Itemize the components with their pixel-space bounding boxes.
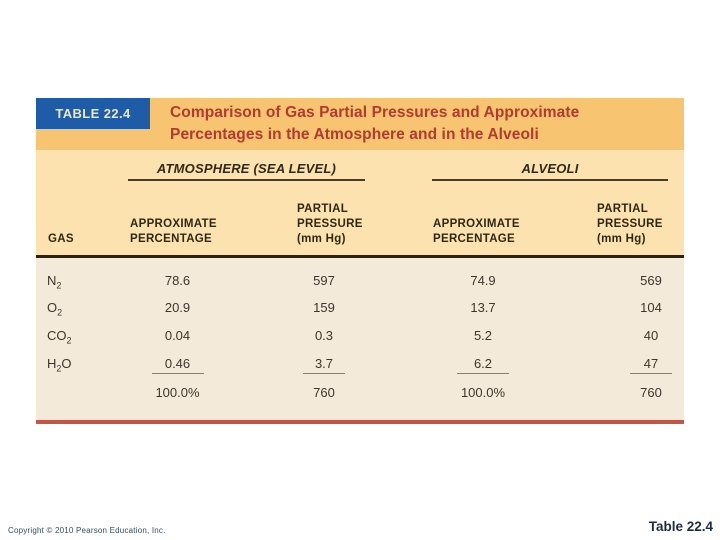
- alv-pressure-total: 760: [640, 385, 662, 400]
- atm-approximate-label: APPROXIMATE: [130, 218, 217, 230]
- atm-pressure-value: 0.3: [314, 328, 334, 343]
- table-header-band: ATMOSPHERE (SEA LEVEL) ALVEOLI GAS APPRO…: [36, 150, 684, 258]
- table-bottom-rule: [36, 420, 684, 424]
- alv-approximate-label: APPROXIMATE: [433, 218, 520, 230]
- atm-percentage-value: 0.46: [120, 355, 235, 374]
- alv-pressure-value: 40: [643, 328, 659, 343]
- alv-percentage-label: PERCENTAGE: [433, 233, 516, 245]
- table-row-o2: O2 20.9 159 13.7 104: [36, 299, 684, 318]
- atm-pressure-value: 3.7: [274, 355, 374, 374]
- gas-symbol: CO: [47, 328, 67, 343]
- gas-subscript: 2: [66, 335, 72, 346]
- alv-percentage-value: 13.7: [470, 300, 496, 315]
- column-header-alv-pressure: PARTIAL PRESSURE (mm Hg): [597, 202, 663, 247]
- gas-symbol: O: [47, 300, 58, 315]
- alv-percentage-total: 100.0%: [460, 385, 506, 400]
- table-row-co2: CO2 0.04 0.3 5.2 40: [36, 327, 684, 346]
- table-number-label: TABLE 22.4: [55, 106, 131, 121]
- alv-percentage-value: 74.9: [470, 273, 496, 288]
- table-row-h2o: H2O 0.46 3.7 6.2 47: [36, 355, 684, 374]
- table-title-line2: Percentages in the Atmosphere and in the…: [170, 126, 539, 143]
- alv-pressure-value: 569: [640, 273, 662, 288]
- atm-percentage-total: 100.0%: [155, 385, 200, 400]
- alv-percentage-value: 5.2: [473, 328, 493, 343]
- column-header-gas-label: GAS: [48, 233, 74, 245]
- gas-symbol-post: O: [61, 356, 72, 371]
- table-title-line1: Comparison of Gas Partial Pressures and …: [170, 104, 580, 121]
- copyright-notice: Copyright © 2010 Pearson Education, Inc.: [8, 526, 166, 535]
- alv-partial-label: PARTIAL: [597, 203, 649, 215]
- sum-underline: 0.46: [151, 355, 204, 374]
- column-header-alv-percentage: APPROXIMATE PERCENTAGE: [433, 217, 520, 247]
- sum-underline: 6.2: [457, 355, 509, 374]
- alv-pressure-value: 104: [640, 300, 662, 315]
- atm-percentage-value: 78.6: [164, 273, 191, 288]
- column-header-atm-pressure: PARTIAL PRESSURE (mm Hg): [297, 202, 363, 247]
- alv-pressure-value: 47: [601, 355, 701, 374]
- alv-percentage-value: 6.2: [426, 355, 540, 374]
- atm-pressure-value: 597: [313, 273, 335, 288]
- gas-formula-h2o: H2O: [47, 355, 117, 374]
- group-underline-alveoli: [432, 179, 668, 181]
- atm-pressure-total: 760: [313, 385, 335, 400]
- table-body: N2 78.6 597 74.9 569 O2 20.9 159 13.7 10…: [36, 258, 684, 420]
- atm-percentage-label: PERCENTAGE: [130, 233, 213, 245]
- table-number-badge: TABLE 22.4: [36, 98, 150, 129]
- alv-mmhg-label: (mm Hg): [597, 233, 646, 245]
- sum-underline: 47: [630, 355, 672, 374]
- atm-partial-label: PARTIAL: [297, 203, 349, 215]
- sum-underline: 3.7: [303, 355, 345, 374]
- atm-pressure-label: PRESSURE: [297, 218, 363, 230]
- table-panel: TABLE 22.4 Comparison of Gas Partial Pre…: [36, 98, 684, 424]
- atm-percentage-value: 0.04: [164, 328, 191, 343]
- gas-subscript: 2: [57, 307, 63, 318]
- gas-subscript: 2: [56, 363, 62, 374]
- gas-formula-n2: N2: [47, 272, 117, 291]
- alv-pressure-label: PRESSURE: [597, 218, 663, 230]
- gas-subscript: 2: [56, 280, 62, 291]
- column-header-gas: GAS: [48, 232, 74, 247]
- group-header-atmosphere: ATMOSPHERE (SEA LEVEL): [156, 161, 337, 176]
- gas-symbol: N: [47, 273, 57, 288]
- group-header-alveoli: ALVEOLI: [521, 161, 579, 176]
- table-row-n2: N2 78.6 597 74.9 569: [36, 272, 684, 291]
- figure-label: Table 22.4: [648, 519, 713, 534]
- gas-symbol: H: [47, 356, 57, 371]
- table-row-totals: 100.0% 760 100.0% 760: [36, 384, 684, 401]
- atm-percentage-value: 20.9: [164, 300, 191, 315]
- gas-formula-co2: CO2: [47, 327, 117, 346]
- gas-formula-o2: O2: [47, 299, 117, 318]
- group-underline-atmosphere: [128, 179, 365, 181]
- atm-pressure-value: 159: [313, 300, 335, 315]
- table-title-band: TABLE 22.4 Comparison of Gas Partial Pre…: [36, 98, 684, 150]
- column-header-atm-percentage: APPROXIMATE PERCENTAGE: [130, 217, 217, 247]
- atm-mmhg-label: (mm Hg): [297, 233, 346, 245]
- table-title: Comparison of Gas Partial Pressures and …: [170, 102, 675, 146]
